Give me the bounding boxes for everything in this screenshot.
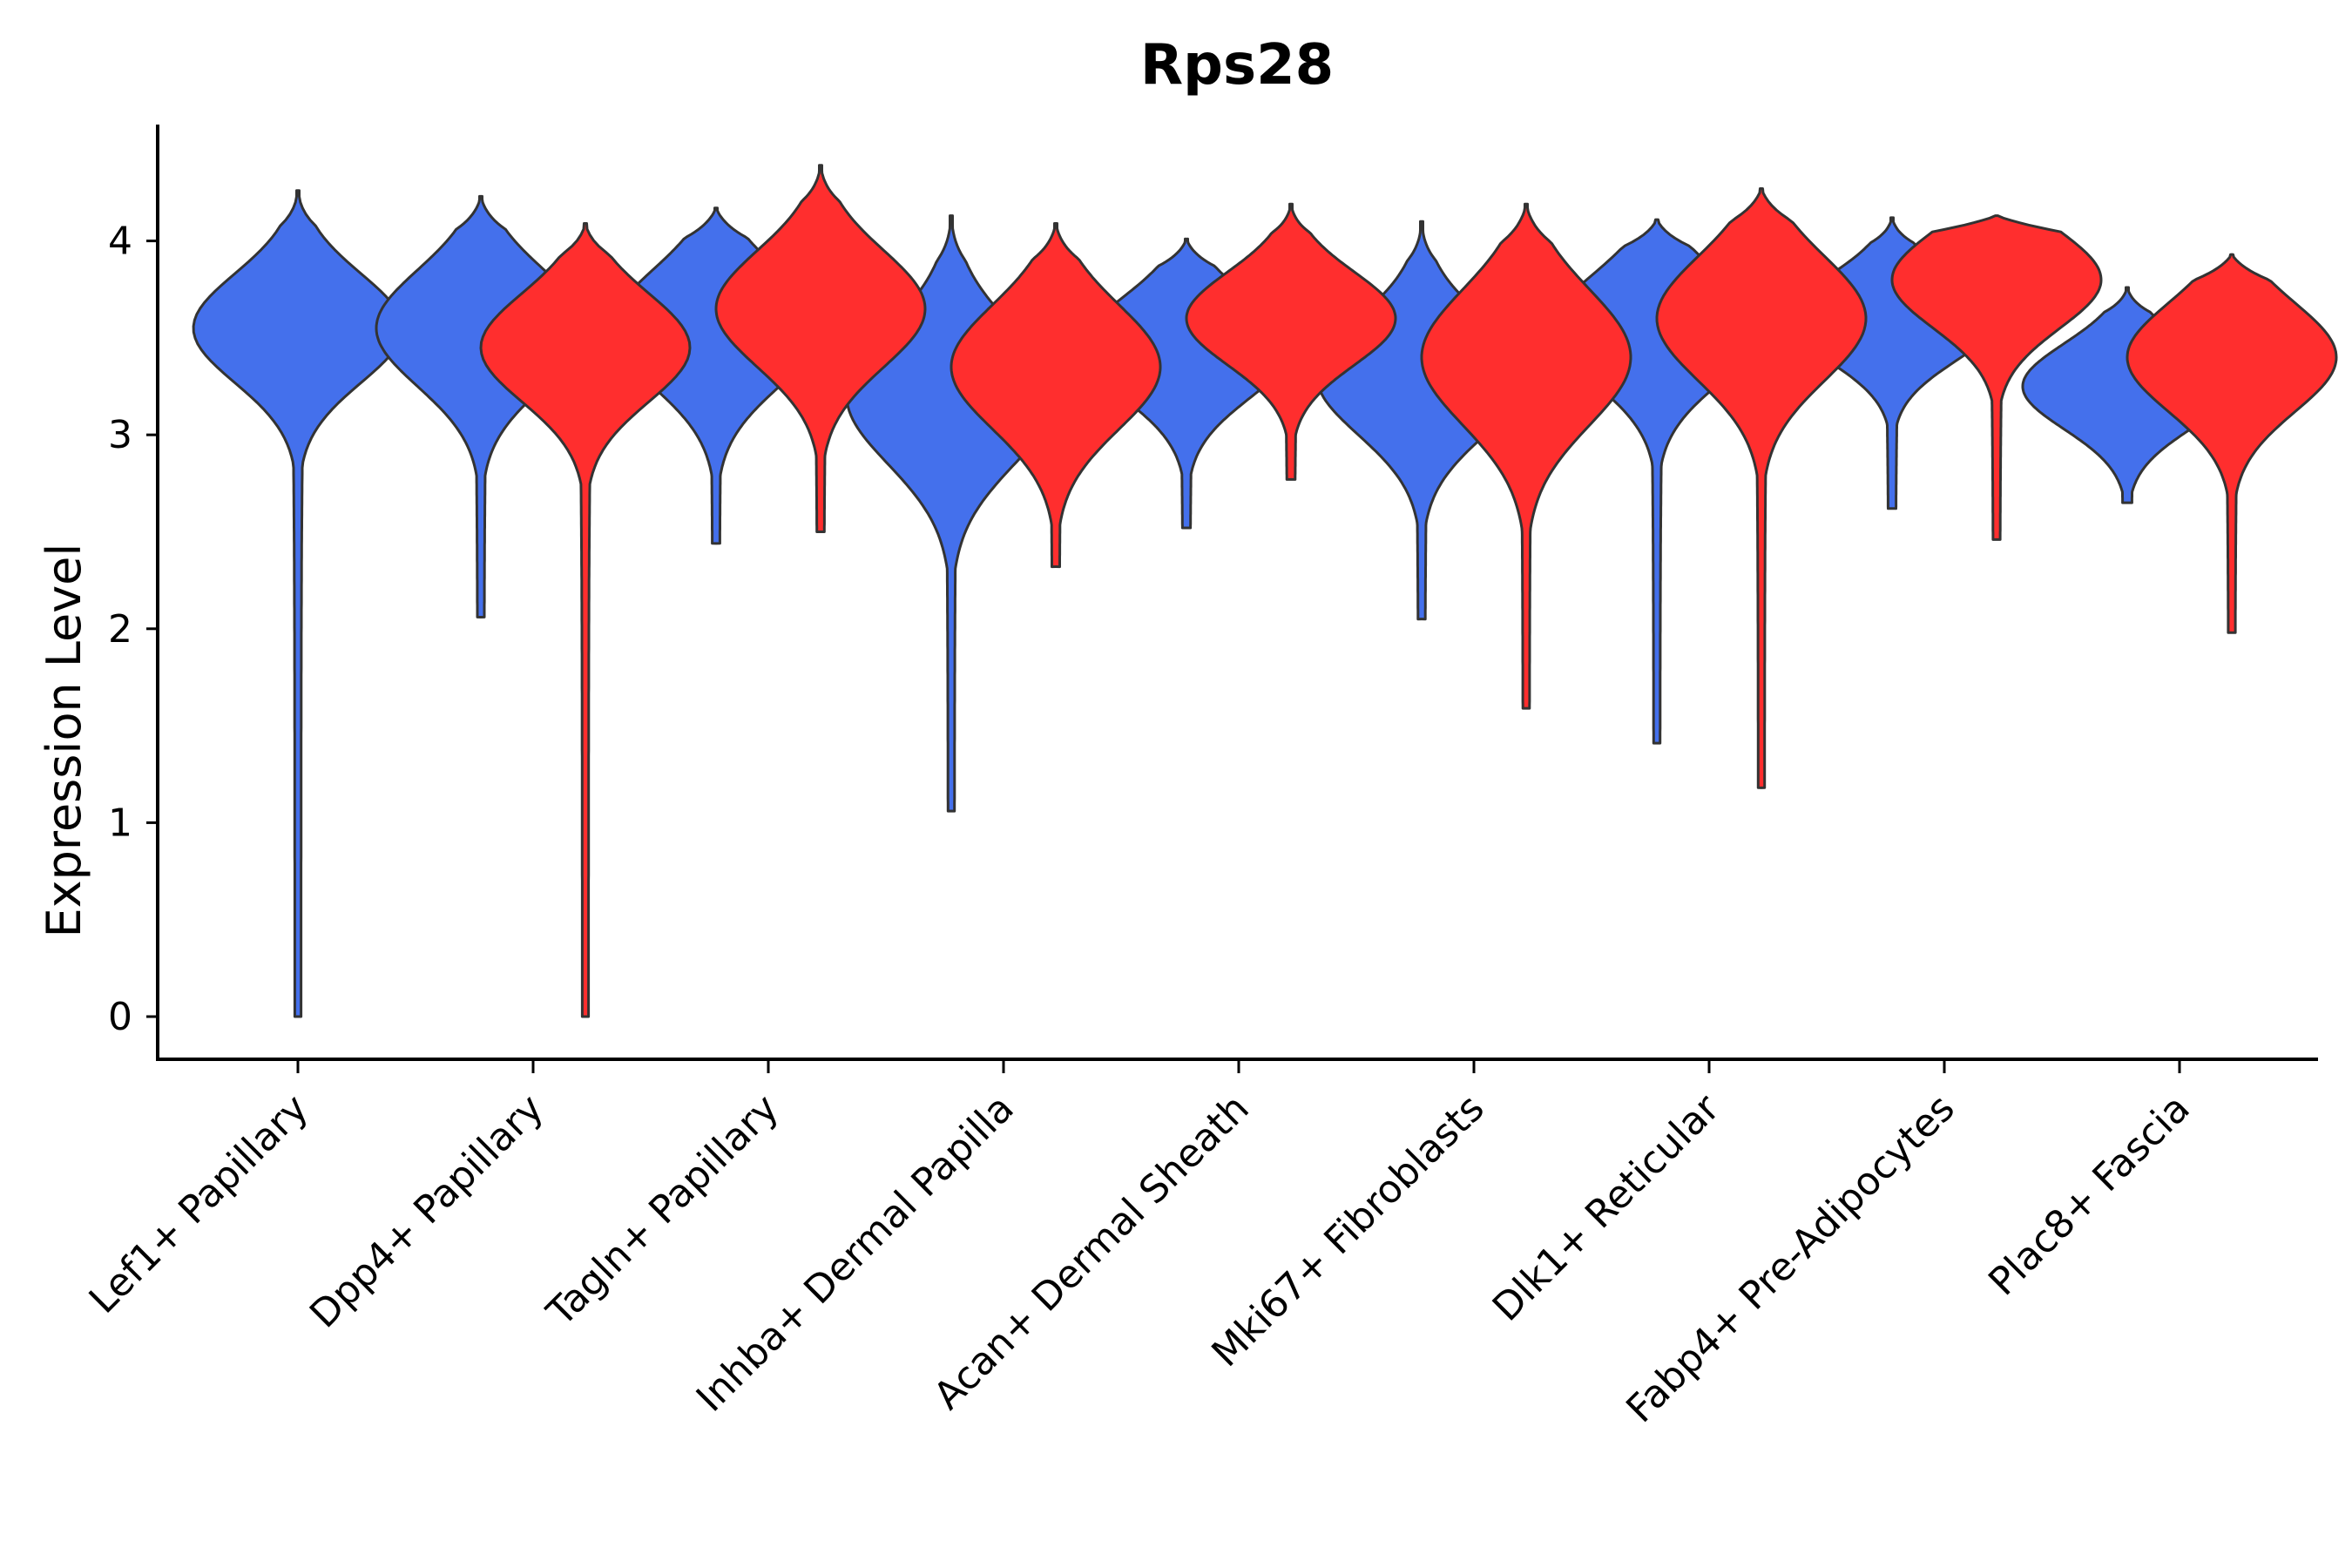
y-ticks: 0 1 2 3 4 (108, 220, 158, 1039)
violin-2-plac8-fascia (2126, 253, 2338, 634)
x-tick-label: Tagln+ Papillary (538, 1086, 787, 1335)
violin-2-inhba-dermal-papilla (950, 222, 1162, 569)
violin-2-fabp4-pre-adipocytes (1890, 214, 2103, 541)
violin-1-lef1-papillary (192, 189, 404, 1018)
violin-layer (192, 164, 2338, 1018)
chart-title: Rps28 (1140, 33, 1334, 98)
y-tick-label: 0 (108, 995, 132, 1039)
x-tick-label: Dpp4+ Papillary (301, 1086, 552, 1337)
y-tick-label: 3 (108, 413, 132, 457)
violin-2-mki67-fibroblasts (1420, 202, 1632, 710)
violin-2-dpp4-papillary (479, 222, 692, 1018)
x-tick-label: Mki67+ Fibroblasts (1203, 1086, 1492, 1375)
y-tick-label: 4 (108, 220, 132, 264)
x-tick-label: Lef1+ Papillary (81, 1086, 317, 1322)
violin-2-dlk1-reticular (1655, 186, 1868, 789)
x-tick-label: Dlk1+ Reticular (1484, 1085, 1729, 1330)
violin-2-tagln-papillary (714, 164, 927, 533)
y-axis-label: Expression Level (37, 544, 91, 938)
y-tick-label: 1 (108, 801, 132, 845)
violin-2-acan-dermal-sheath (1185, 202, 1397, 481)
y-tick-label: 2 (108, 607, 132, 652)
x-tick-label: Plac8+ Fascia (1980, 1086, 2199, 1305)
